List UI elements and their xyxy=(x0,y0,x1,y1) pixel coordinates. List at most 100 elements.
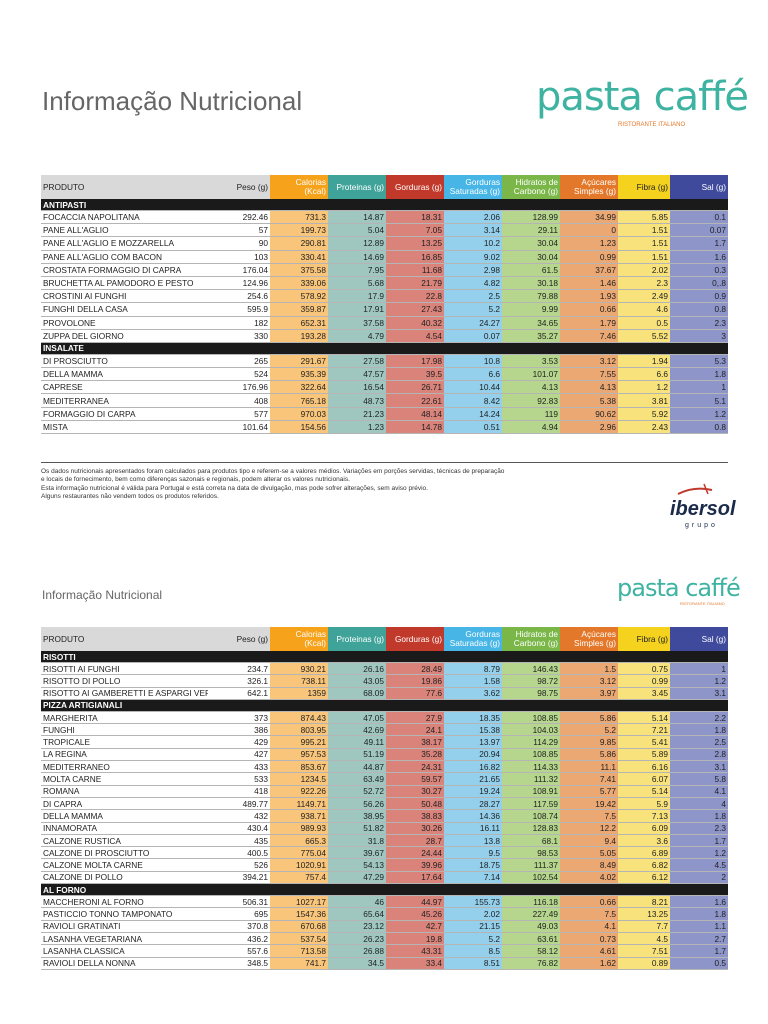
nutrient-value: 193.28 xyxy=(270,329,328,343)
nutrient-value: 47.57 xyxy=(328,367,386,382)
nutrient-value: 7.5 xyxy=(560,809,618,823)
column-header: PRODUTO xyxy=(41,175,208,199)
nutrient-value: 10.44 xyxy=(444,380,502,395)
nutrient-value: 8.79 xyxy=(444,662,502,676)
data-row: ROMANA 418 922.26 52.72 30.27 19.24 108.91 5.77… xyxy=(41,785,728,798)
data-row: LASANHA CLASSICA 557.6 713.58 26.88 43.31 8.5… xyxy=(41,944,728,958)
nutrient-value: 695 xyxy=(208,907,270,921)
nutrient-value: 1.58 xyxy=(444,674,502,688)
nutrient-value: 5.86 xyxy=(560,748,618,762)
section-label: ANTIPASTI xyxy=(41,199,728,211)
nutrient-value: 935.39 xyxy=(270,367,328,382)
note-line: Alguns restaurantes não vendem todos os … xyxy=(41,493,219,501)
nutrient-value: 1547.36 xyxy=(270,907,328,921)
data-row: BRUCHETTA AL PAMODORO E PESTO 124.96 339.0… xyxy=(41,276,728,291)
nutrient-value: 2.5 xyxy=(444,289,502,304)
nutrient-value: 17.9 xyxy=(328,289,386,304)
data-row: CALZONE DI POLLO 394.21 757.4 47.29 17.64 7.1… xyxy=(41,871,728,885)
nutrient-value: 326.1 xyxy=(208,674,270,688)
nutrient-value: 577 xyxy=(208,407,270,421)
nutrient-value: 4.61 xyxy=(560,944,618,958)
nutrient-value: 1.2 xyxy=(618,380,670,395)
nutrient-value: 5.68 xyxy=(328,276,386,291)
product-name: CALZONE DI POLLO xyxy=(41,871,208,885)
nutrient-value: 98.72 xyxy=(502,674,560,688)
nutrient-value: 1.2 xyxy=(670,846,728,860)
nutrient-value: 322.64 xyxy=(270,380,328,395)
nutrient-value: 13.8 xyxy=(444,834,502,848)
nutrient-value: 9.5 xyxy=(444,846,502,860)
nutrient-value: 578.92 xyxy=(270,289,328,304)
page-title: Informação Nutricional xyxy=(42,588,163,602)
product-name: MARGHERITA xyxy=(41,711,208,725)
product-name: DI CAPRA xyxy=(41,797,208,811)
product-name: FOCACCIA NAPOLITANA xyxy=(41,210,208,225)
product-name: INNAMORATA xyxy=(41,822,208,835)
nutrient-value: 4.94 xyxy=(502,420,560,435)
nutrient-value: 4.5 xyxy=(618,932,670,946)
nutrient-value: 119 xyxy=(502,407,560,421)
brand-logo: pasta caffé xyxy=(536,74,749,120)
nutrient-value: 765.18 xyxy=(270,393,328,408)
data-row: CAPRESE 176.96 322.64 16.54 26.71 10.44 4.13 4.… xyxy=(41,380,728,395)
nutrient-value: 114.33 xyxy=(502,760,560,774)
nutrient-value: 27.58 xyxy=(328,354,386,369)
nutrient-value: 38.17 xyxy=(386,735,444,749)
nutrient-value: 15.38 xyxy=(444,723,502,737)
nutrient-value: 7.13 xyxy=(618,809,670,823)
product-name: FORMAGGIO DI CARPA xyxy=(41,407,208,421)
nutrient-value: 2.3 xyxy=(670,316,728,330)
nutrient-value: 386 xyxy=(208,723,270,737)
nutrient-value: 24.44 xyxy=(386,846,444,860)
nutrient-value: 14.69 xyxy=(328,250,386,264)
data-row: MACCHERONI AL FORNO 506.31 1027.17 46 44.97 1… xyxy=(41,895,728,909)
nutrient-value: 4.54 xyxy=(386,329,444,343)
nutrient-value: 16.82 xyxy=(444,760,502,774)
nutrient-value: 3 xyxy=(670,329,728,343)
nutrient-value: 394.21 xyxy=(208,871,270,885)
nutrient-value: 12.89 xyxy=(328,236,386,251)
nutrient-value: 51.19 xyxy=(328,748,386,762)
nutrient-value: 5.2 xyxy=(444,932,502,946)
nutrient-value: 3.1 xyxy=(670,687,728,700)
nutrient-value: 43.31 xyxy=(386,944,444,958)
header-row: PRODUTO Peso (g) Calorias (Kcal) Proteinas … xyxy=(41,627,728,651)
section-label: PIZZA ARTIGIANALI xyxy=(41,699,728,712)
nutrient-value: 3.1 xyxy=(670,760,728,774)
nutrient-value: 56.26 xyxy=(328,797,386,811)
nutrient-value: 0.51 xyxy=(444,420,502,435)
nutrient-value: 7.7 xyxy=(618,920,670,933)
nutrient-value: 19.24 xyxy=(444,785,502,798)
product-name: ZUPPA DEL GIORNO xyxy=(41,329,208,343)
nutrient-value: 0,.8 xyxy=(670,276,728,291)
product-name: CALZONE MOLTA CARNE xyxy=(41,858,208,872)
nutrient-value: 58.12 xyxy=(502,944,560,958)
data-row: TROPICALE 429 995.21 49.11 38.17 13.97 114.29 9… xyxy=(41,735,728,749)
nutrient-value: 1027.17 xyxy=(270,895,328,909)
nutrient-value: 0.89 xyxy=(618,957,670,970)
data-row: RISOTTI AI FUNGHI 234.7 930.21 26.16 28.49 8.… xyxy=(41,662,728,676)
nutrient-value: 128.99 xyxy=(502,210,560,225)
nutrient-value: 22.8 xyxy=(386,289,444,304)
data-row: FORMAGGIO DI CARPA 577 970.03 21.23 48.14 14.… xyxy=(41,407,728,421)
nutrient-value: 5.04 xyxy=(328,223,386,238)
nutrient-value: 665.3 xyxy=(270,834,328,848)
nutrient-value: 1149.71 xyxy=(270,797,328,811)
nutrient-value: 124.96 xyxy=(208,276,270,291)
column-header: Gorduras (g) xyxy=(386,175,444,199)
nutrient-value: 98.75 xyxy=(502,687,560,700)
nutrient-value: 1.51 xyxy=(618,223,670,238)
nutrient-value: 50.48 xyxy=(386,797,444,811)
product-name: PANE ALL'AGLIO xyxy=(41,223,208,238)
nutrient-value: 17.64 xyxy=(386,871,444,885)
nutrient-value: 4.1 xyxy=(560,920,618,933)
nutrient-value: 14.78 xyxy=(386,420,444,435)
nutrient-value: 0.8 xyxy=(670,420,728,435)
nutrient-value: 731.3 xyxy=(270,210,328,225)
nutrient-value: 5.3 xyxy=(670,354,728,369)
column-header: PRODUTO xyxy=(41,627,208,651)
data-row: FUNGHI DELLA CASA 595.9 359.87 17.91 27.43 5.… xyxy=(41,302,728,317)
nutrient-value: 3.97 xyxy=(560,687,618,700)
data-row: MOLTA CARNE 533 1234.5 63.49 59.57 21.65 111.3… xyxy=(41,772,728,786)
